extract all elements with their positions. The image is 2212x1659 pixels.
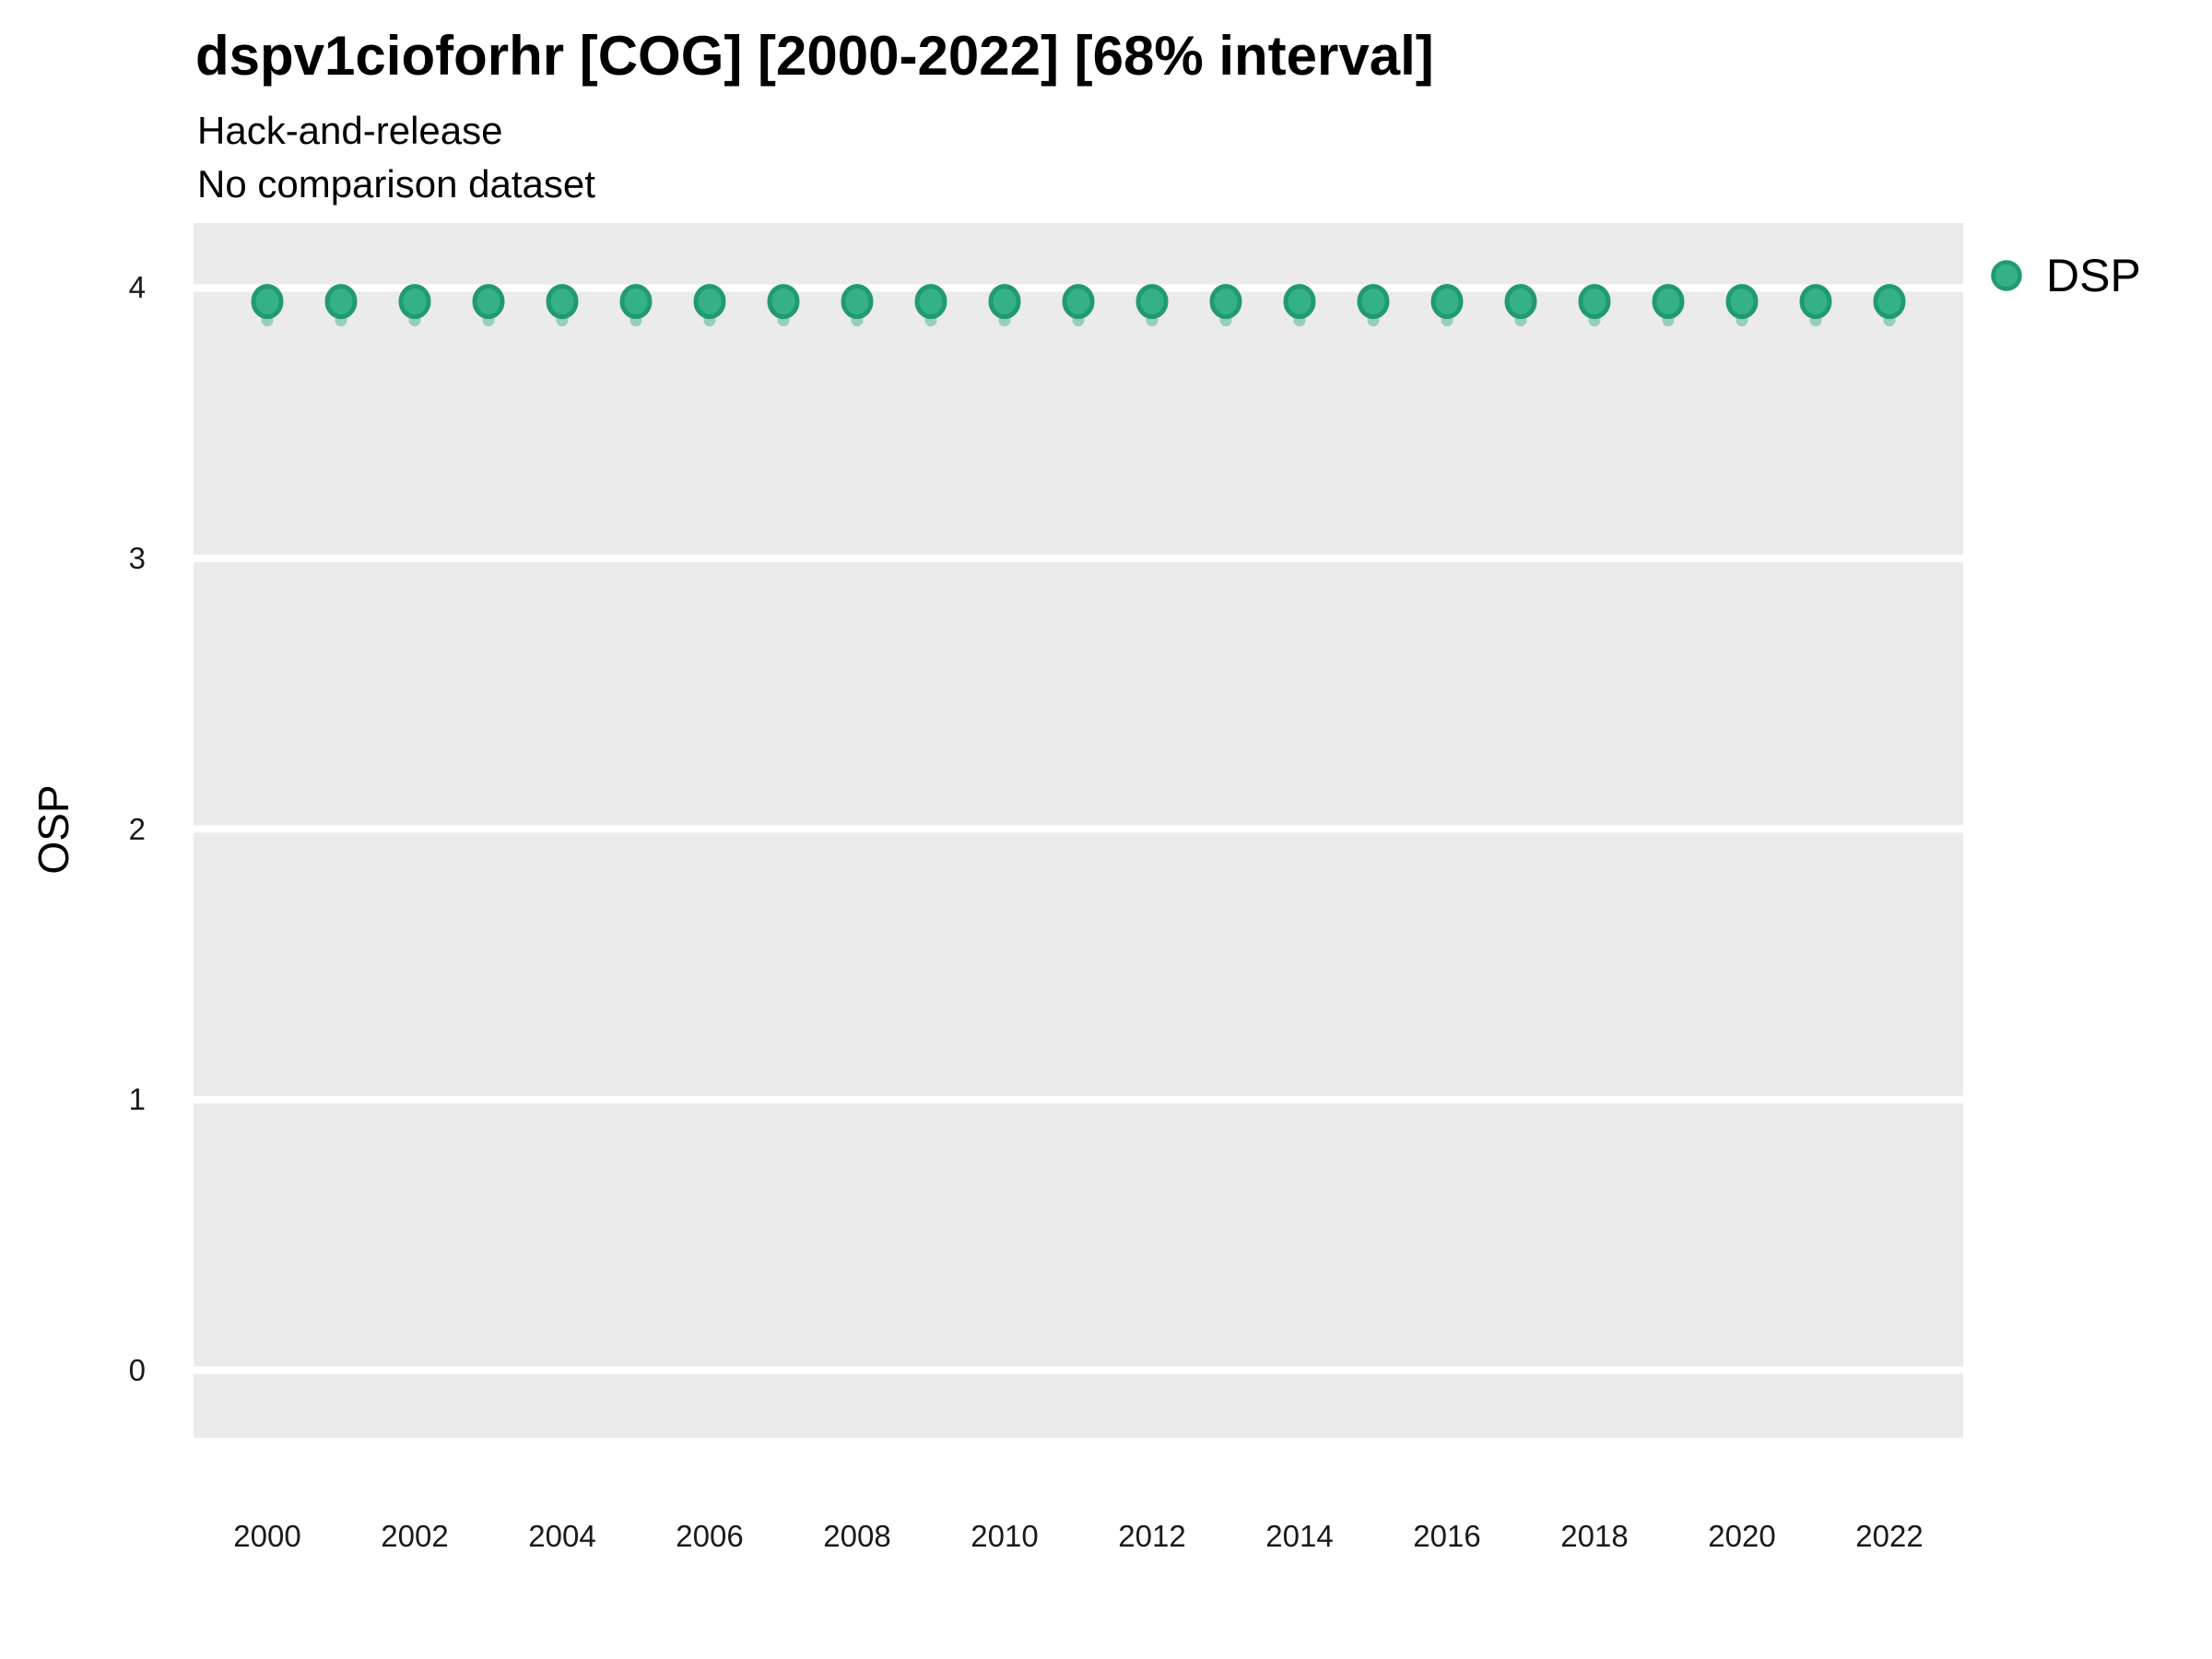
- data-point-2010: [988, 284, 1021, 320]
- data-point-2020: [1725, 284, 1759, 320]
- data-point-2012: [1135, 284, 1169, 320]
- data-point-2006: [693, 284, 726, 320]
- y-axis-tick-labels: 0 1 2 3 4: [0, 223, 146, 1438]
- data-point-2011: [1062, 284, 1095, 320]
- legend-dsp-marker-icon: [1991, 260, 2022, 291]
- x-tick-label-2004: 2004: [528, 1519, 596, 1553]
- chart-title: dspv1cioforhr [COG] [2000-2022] [68% int…: [195, 25, 1434, 87]
- data-point-2016: [1430, 284, 1464, 320]
- y-tick-label-3: 3: [128, 540, 146, 575]
- plot-panel: [194, 223, 1963, 1438]
- data-point-2003: [472, 284, 505, 320]
- data-point-2015: [1357, 284, 1390, 320]
- y-tick-label-1: 1: [128, 1082, 146, 1117]
- legend: DSP: [1989, 249, 2141, 302]
- chart-subtitle-line1: Hack-and-release: [197, 109, 503, 152]
- legend-dsp-label: DSP: [2046, 250, 2141, 301]
- data-point-2008: [841, 284, 874, 320]
- data-point-2021: [1799, 284, 1832, 320]
- data-point-2009: [914, 284, 947, 320]
- x-tick-label-2016: 2016: [1413, 1519, 1481, 1553]
- legend-dot-icon: [1991, 260, 2022, 291]
- data-point-2000: [251, 284, 284, 320]
- x-tick-label-2006: 2006: [676, 1519, 744, 1553]
- x-tick-label-2012: 2012: [1118, 1519, 1186, 1553]
- y-tick-label-2: 2: [128, 811, 146, 846]
- x-tick-label-2018: 2018: [1560, 1519, 1629, 1553]
- data-point-2017: [1504, 284, 1537, 320]
- data-point-2014: [1283, 284, 1316, 320]
- x-tick-label-2014: 2014: [1265, 1519, 1334, 1553]
- data-point-2001: [324, 284, 358, 320]
- x-tick-label-2020: 2020: [1708, 1519, 1776, 1553]
- x-axis-tick-labels: 2000 2002 2004 2006 2008 2010 2012 2014 2016 2018…: [194, 1519, 1963, 1574]
- data-point-2002: [398, 284, 431, 320]
- x-tick-label-2022: 2022: [1855, 1519, 1924, 1553]
- plot-canvas: [194, 223, 1963, 1438]
- x-tick-label-2000: 2000: [233, 1519, 301, 1553]
- data-point-2022: [1873, 284, 1906, 320]
- y-tick-label-0: 0: [128, 1352, 146, 1387]
- x-tick-label-2010: 2010: [971, 1519, 1039, 1553]
- data-point-2005: [619, 284, 653, 320]
- x-tick-label-2002: 2002: [381, 1519, 449, 1553]
- chart-subtitle-line2: No comparison dataset: [197, 162, 595, 206]
- data-point-2007: [767, 284, 800, 320]
- data-point-2004: [546, 284, 579, 320]
- data-point-2013: [1209, 284, 1242, 320]
- data-point-2018: [1578, 284, 1611, 320]
- x-tick-label-2008: 2008: [823, 1519, 891, 1553]
- data-point-2019: [1652, 284, 1685, 320]
- y-tick-label-4: 4: [128, 270, 146, 305]
